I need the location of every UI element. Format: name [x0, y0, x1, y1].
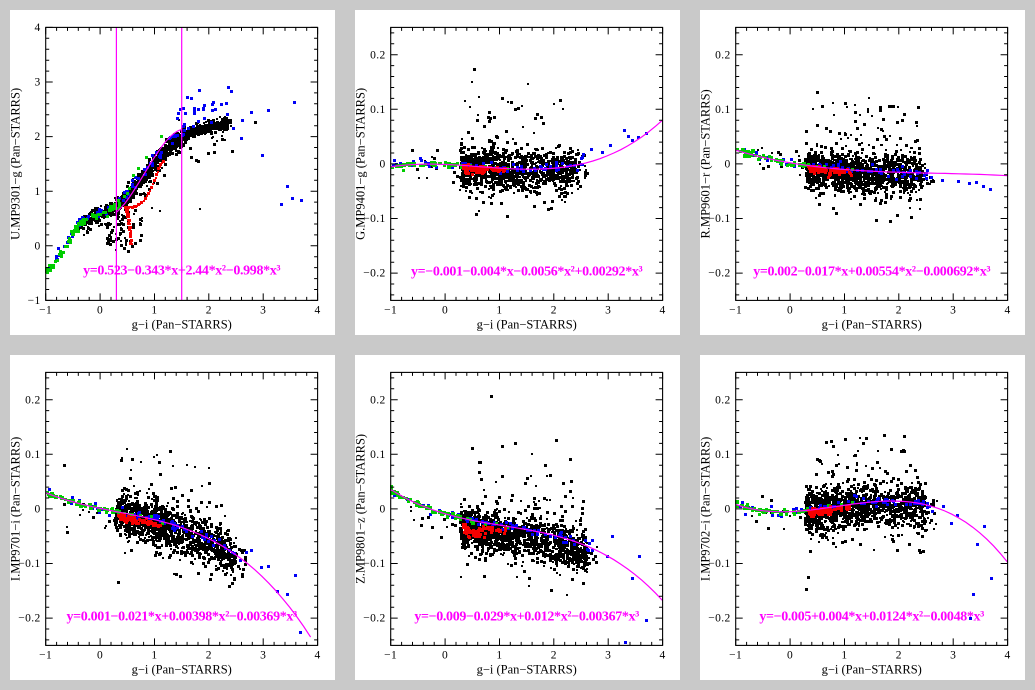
svg-text:g−i (Pan−STARRS): g−i (Pan−STARRS): [477, 663, 577, 677]
svg-text:3: 3: [605, 650, 611, 662]
svg-text:0: 0: [787, 305, 793, 317]
svg-text:−0.1: −0.1: [708, 558, 730, 570]
svg-text:2: 2: [206, 305, 212, 317]
svg-text:4: 4: [660, 305, 666, 317]
svg-text:2: 2: [896, 650, 902, 662]
svg-text:3: 3: [950, 305, 956, 317]
svg-text:0.2: 0.2: [370, 49, 386, 61]
svg-text:−1: −1: [39, 650, 52, 662]
svg-text:0.2: 0.2: [370, 394, 386, 406]
svg-text:y=0.001−0.021*x+0.00398*x²−0.0: y=0.001−0.021*x+0.00398*x²−0.00369*x³: [67, 610, 298, 625]
svg-text:2: 2: [551, 650, 557, 662]
svg-text:0: 0: [442, 650, 448, 662]
svg-text:y=0.523−0.343*x+2.44*x²−0.998*: y=0.523−0.343*x+2.44*x²−0.998*x³: [83, 264, 280, 279]
svg-text:3: 3: [950, 650, 956, 662]
svg-text:−1: −1: [28, 295, 41, 307]
svg-text:y=−0.009−0.029*x+0.012*x²−0.00: y=−0.009−0.029*x+0.012*x²−0.00367*x³: [414, 610, 639, 625]
svg-text:−0.1: −0.1: [363, 558, 385, 570]
svg-text:4: 4: [35, 22, 41, 34]
svg-text:4: 4: [1005, 650, 1011, 662]
svg-text:4: 4: [315, 305, 321, 317]
svg-text:0.1: 0.1: [715, 104, 731, 116]
svg-text:U.MP9301−g (Pan−STARRS): U.MP9301−g (Pan−STARRS): [10, 88, 23, 240]
svg-text:−0.2: −0.2: [18, 613, 40, 625]
svg-text:−0.1: −0.1: [708, 213, 730, 225]
svg-text:−1: −1: [729, 650, 742, 662]
svg-text:−0.2: −0.2: [708, 268, 730, 280]
svg-text:g−i (Pan−STARRS): g−i (Pan−STARRS): [822, 663, 922, 677]
svg-text:−1: −1: [729, 305, 742, 317]
svg-text:3: 3: [260, 650, 266, 662]
svg-text:0.1: 0.1: [370, 104, 386, 116]
svg-text:1: 1: [841, 650, 847, 662]
svg-text:3: 3: [35, 77, 41, 89]
svg-text:−1: −1: [39, 305, 52, 317]
svg-text:0: 0: [380, 159, 386, 171]
svg-text:2: 2: [896, 305, 902, 317]
svg-text:0: 0: [725, 504, 731, 516]
svg-text:−1: −1: [384, 650, 397, 662]
svg-text:y=−0.001−0.004*x−0.0056*x²+0.0: y=−0.001−0.004*x−0.0056*x²+0.00292*x³: [411, 265, 642, 280]
svg-text:0.1: 0.1: [715, 449, 731, 461]
svg-text:0: 0: [442, 305, 448, 317]
svg-text:0: 0: [787, 650, 793, 662]
svg-text:0: 0: [35, 240, 41, 252]
svg-text:1: 1: [496, 650, 502, 662]
svg-text:0: 0: [97, 650, 103, 662]
svg-text:y=−0.005+0.004*x+0.0124*x²−0.0: y=−0.005+0.004*x+0.0124*x²−0.0048*x³: [759, 610, 984, 625]
svg-text:0: 0: [97, 305, 103, 317]
svg-text:I.MP9701−i (Pan−STARRS): I.MP9701−i (Pan−STARRS): [10, 437, 23, 581]
svg-text:0.1: 0.1: [25, 449, 41, 461]
svg-text:1: 1: [35, 186, 41, 198]
svg-text:0: 0: [35, 504, 41, 516]
svg-text:−0.1: −0.1: [363, 213, 385, 225]
svg-text:0.2: 0.2: [715, 49, 731, 61]
svg-text:−0.1: −0.1: [18, 558, 40, 570]
svg-text:2: 2: [35, 131, 41, 143]
svg-text:g−i (Pan−STARRS): g−i (Pan−STARRS): [477, 318, 577, 332]
svg-text:−0.2: −0.2: [708, 613, 730, 625]
svg-text:y=0.002−0.017*x+0.00554*x²−0.0: y=0.002−0.017*x+0.00554*x²−0.000692*x³: [753, 265, 990, 280]
svg-text:g−i (Pan−STARRS): g−i (Pan−STARRS): [132, 318, 232, 332]
svg-text:3: 3: [605, 305, 611, 317]
svg-text:1: 1: [151, 650, 157, 662]
svg-text:g−i (Pan−STARRS): g−i (Pan−STARRS): [822, 318, 922, 332]
svg-text:g−i (Pan−STARRS): g−i (Pan−STARRS): [132, 663, 232, 677]
svg-text:2: 2: [551, 305, 557, 317]
svg-text:0.1: 0.1: [370, 449, 386, 461]
svg-text:R.MP9601−r (Pan−STARRS): R.MP9601−r (Pan−STARRS): [700, 89, 713, 238]
svg-text:0: 0: [380, 504, 386, 516]
svg-text:3: 3: [260, 305, 266, 317]
svg-text:−0.2: −0.2: [363, 268, 385, 280]
svg-text:G.MP9401−g (Pan−STARRS): G.MP9401−g (Pan−STARRS): [355, 88, 368, 240]
svg-text:4: 4: [315, 650, 321, 662]
svg-text:1: 1: [151, 305, 157, 317]
svg-text:0.2: 0.2: [25, 394, 41, 406]
svg-text:4: 4: [660, 650, 666, 662]
svg-text:1: 1: [496, 305, 502, 317]
svg-text:2: 2: [206, 650, 212, 662]
svg-text:Z.MP9801−z (Pan−STARRS): Z.MP9801−z (Pan−STARRS): [355, 434, 368, 584]
svg-text:−0.2: −0.2: [363, 613, 385, 625]
svg-text:−1: −1: [384, 305, 397, 317]
svg-text:4: 4: [1005, 305, 1011, 317]
svg-text:0: 0: [725, 159, 731, 171]
svg-text:I.MP9702−i (Pan−STARRS): I.MP9702−i (Pan−STARRS): [700, 437, 713, 581]
svg-text:0.2: 0.2: [715, 394, 731, 406]
svg-text:1: 1: [841, 305, 847, 317]
